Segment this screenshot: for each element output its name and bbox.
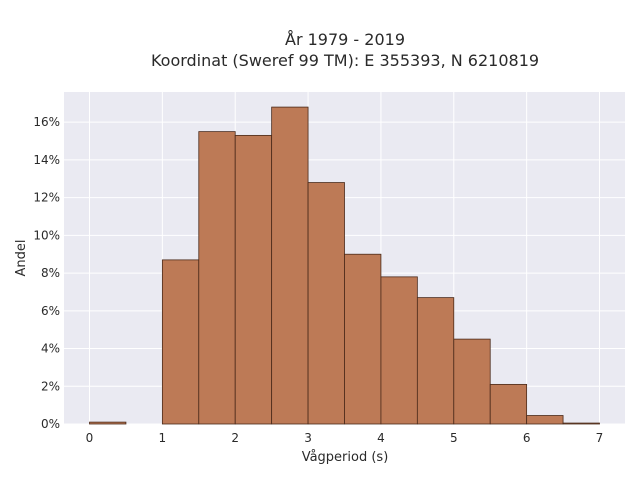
y-tick-label: 4% — [41, 342, 60, 356]
histogram-bar — [453, 338, 491, 425]
x-tick-label: 0 — [86, 431, 94, 445]
histogram-bar — [234, 134, 273, 425]
chart-subtitle: Koordinat (Sweref 99 TM): E 355393, N 62… — [151, 51, 539, 70]
tick-labels: 0% 2% 4% 6% 8% 10% 12% 14% 16% 0 1 2 3 4 5 6 7 — [33, 115, 603, 445]
histogram-bar — [307, 182, 345, 425]
x-tick-label: 3 — [304, 431, 312, 445]
x-tick-label: 4 — [377, 431, 385, 445]
chart-title: År 1979 - 2019 — [285, 30, 405, 49]
histogram-bar — [89, 421, 127, 425]
x-axis-label: Vågperiod (s) — [302, 450, 389, 465]
histogram-bar — [489, 383, 528, 425]
histogram-bar — [526, 415, 564, 425]
histogram-bar — [198, 131, 236, 425]
x-tick-label: 1 — [159, 431, 167, 445]
histogram-bar — [161, 259, 200, 425]
histogram-bar — [344, 253, 382, 425]
y-tick-label: 14% — [33, 153, 60, 167]
y-tick-label: 12% — [33, 191, 60, 205]
y-tick-label: 2% — [41, 379, 60, 393]
histogram-bar — [271, 106, 309, 425]
histogram-bar — [380, 276, 418, 425]
x-tick-label: 6 — [523, 431, 531, 445]
y-tick-label: 6% — [41, 304, 60, 318]
y-tick-label: 8% — [41, 266, 60, 280]
bars — [89, 106, 600, 425]
y-tick-label: 10% — [33, 228, 60, 242]
histogram-bar — [562, 422, 600, 425]
y-axis-label: Andel — [14, 240, 29, 277]
x-tick-label: 5 — [450, 431, 458, 445]
y-tick-label: 0% — [41, 417, 60, 431]
y-tick-label: 16% — [33, 115, 60, 129]
x-tick-label: 2 — [231, 431, 239, 445]
x-tick-label: 7 — [596, 431, 604, 445]
histogram-bar — [416, 297, 455, 425]
